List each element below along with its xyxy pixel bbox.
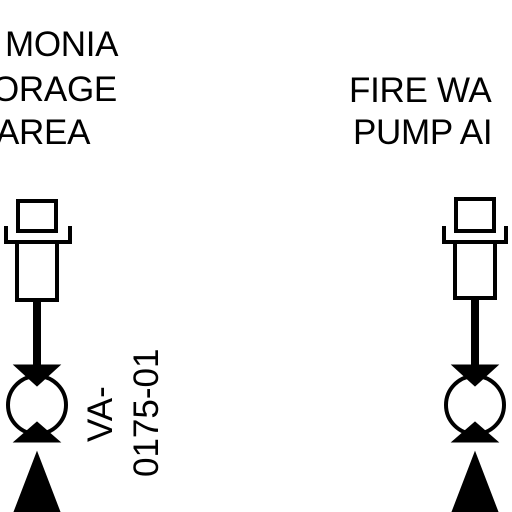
left-label-line-3: AREA: [0, 113, 91, 152]
right-cap-bracket: [442, 226, 508, 244]
right-area-label: FIRE WA PUMP AI: [349, 71, 493, 152]
right-cap-square: [454, 197, 496, 233]
valve-tag-number: 0175-01: [127, 349, 166, 477]
right-valve-bottom-triangle: [450, 421, 500, 443]
left-flow-arrow: [13, 450, 61, 512]
left-valve-assembly: [4, 199, 72, 512]
left-label-line-2: ORAGE: [0, 70, 117, 109]
left-body-rect: [15, 240, 59, 302]
left-cap-bracket: [4, 226, 72, 244]
right-flow-arrow: [451, 450, 499, 512]
left-valve-bottom-triangle: [12, 421, 62, 443]
right-body-rect: [453, 240, 497, 300]
right-label-line-1: FIRE WA: [349, 71, 492, 110]
left-area-label: MONIA ORAGE AREA: [0, 25, 119, 152]
right-label-line-2: PUMP AI: [353, 113, 492, 152]
valve-tag: VA-: [81, 386, 120, 442]
right-valve-assembly: [442, 197, 508, 512]
valve-tag-prefix: VA-: [81, 386, 120, 442]
left-cap-square: [16, 199, 58, 233]
left-label-line-1: MONIA: [5, 25, 119, 64]
valve-tag-number-group: 0175-01: [127, 349, 166, 477]
